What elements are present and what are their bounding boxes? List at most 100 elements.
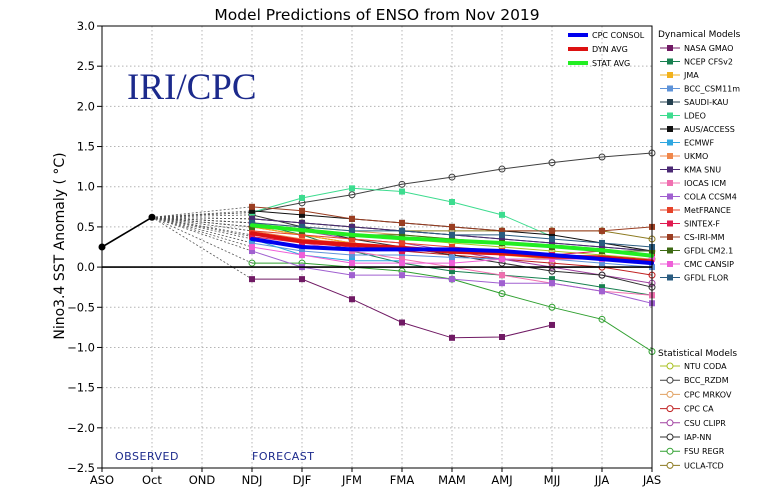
legend-marker-ldeo <box>667 112 673 119</box>
data-point <box>349 215 355 222</box>
data-point <box>299 207 305 214</box>
legend-label-aus-access: AUS/ACCESS <box>684 125 735 134</box>
legend-label-cmc-cansip: CMC CANSIP <box>684 260 734 269</box>
data-point <box>449 223 455 230</box>
data-point <box>349 235 355 242</box>
data-point <box>549 276 555 283</box>
data-point <box>449 334 455 341</box>
data-point <box>299 219 305 226</box>
series-nasa-gmao <box>249 276 555 341</box>
data-point <box>349 244 355 250</box>
legend-marker-ucla-tcd <box>666 461 674 469</box>
statistical-legend-title: Statistical Models <box>658 349 737 359</box>
legend-label-cola-ccsm4: COLA CCSM4 <box>684 193 737 202</box>
x-tick-label: MAM <box>438 473 466 487</box>
legend-marker-bcc-rzdm <box>666 376 674 384</box>
data-point <box>249 203 255 210</box>
data-point <box>549 321 555 328</box>
x-tick-label: JJA <box>594 473 610 487</box>
legend-label-ncep-cfsv2: NCEP CFSv2 <box>684 58 733 67</box>
data-point <box>548 159 556 167</box>
x-tick-label: OND <box>189 473 216 487</box>
data-point <box>299 194 305 201</box>
dynamical-legend-title: Dynamical Models <box>658 30 741 40</box>
legend-label-iocas-icm: IOCAS ICM <box>684 179 726 188</box>
model-lines <box>151 149 656 355</box>
data-point <box>598 271 606 279</box>
data-point <box>248 259 256 267</box>
y-tick-label: −2.5 <box>67 461 95 475</box>
data-point <box>249 244 255 250</box>
legend-label-nasa-gmao: NASA GMAO <box>684 44 733 53</box>
legend-label-iap-nn: IAP-NN <box>684 433 711 442</box>
y-tick-label: −1.5 <box>67 381 95 395</box>
data-point <box>249 219 255 226</box>
y-tick-label: 2.5 <box>77 59 95 73</box>
series-line <box>252 278 553 339</box>
data-point <box>499 227 505 234</box>
averages-legend: CPC CONSOL DYN AVG STAT AVG <box>568 31 645 68</box>
observed-polyline <box>101 216 153 248</box>
legend-label-ukmo: UKMO <box>684 152 708 161</box>
data-point <box>449 260 455 267</box>
x-tick-label: JFM <box>341 473 362 487</box>
data-point <box>249 227 255 234</box>
data-point <box>399 319 405 326</box>
legend-label-cs-iri-mm: CS-IRI-MM <box>684 233 725 242</box>
legend-marker-metfrance <box>667 207 673 213</box>
connector-line <box>151 216 253 244</box>
legend-marker-jma <box>667 72 673 78</box>
legend-label-ucla-tcd: UCLA-TCD <box>684 461 724 470</box>
data-point <box>349 252 355 259</box>
connector-line <box>151 212 253 218</box>
series-line <box>251 152 653 213</box>
legend-label-metfrance: MetFRANCE <box>684 206 731 215</box>
data-point <box>599 227 605 234</box>
data-point <box>399 256 405 263</box>
data-point <box>299 252 305 259</box>
connector-line <box>151 216 253 252</box>
connector-line <box>151 216 253 224</box>
y-tick-label: 2.0 <box>77 99 95 113</box>
connector-line <box>151 214 253 218</box>
legend-marker-ntu-coda <box>666 362 674 370</box>
data-point <box>449 276 455 283</box>
y-axis-label: Nino3.4 SST Anomaly ( °C) <box>52 152 68 339</box>
y-tick-label: 0.0 <box>77 260 95 274</box>
connector-line <box>151 206 253 218</box>
data-point <box>449 244 455 250</box>
data-point <box>249 239 255 246</box>
x-tick-label: JAS <box>642 473 661 487</box>
legend-label-stat-avg: STAT AVG <box>592 59 630 68</box>
avg-line-cpc-consol <box>250 237 654 266</box>
data-point <box>299 248 305 255</box>
data-point <box>349 260 355 267</box>
watermark-label: IRI/CPC <box>127 67 257 108</box>
legend-label-ldeo: LDEO <box>684 112 706 121</box>
data-point <box>449 231 455 238</box>
data-point <box>499 334 505 341</box>
series-bcc-rzdm <box>248 149 656 216</box>
legend-marker-nasa-gmao <box>667 45 673 51</box>
data-point <box>299 211 305 218</box>
data-point <box>249 215 255 222</box>
data-point <box>399 188 405 195</box>
data-point <box>499 256 505 263</box>
x-tick-label: Oct <box>142 473 162 487</box>
data-point <box>249 233 255 240</box>
legend-marker-cmc-cansip <box>667 261 673 267</box>
legend-label-csu-clipr: CSU CLIPR <box>684 419 726 428</box>
data-point <box>448 173 456 181</box>
x-tick-label: AMJ <box>491 473 512 487</box>
y-tick-label: 1.0 <box>77 180 95 194</box>
series-line <box>251 238 402 262</box>
legend-marker-csu-clipr <box>666 419 674 427</box>
data-point <box>349 223 355 230</box>
legend-marker-bcc-csm11m <box>667 85 673 92</box>
x-tick-label: ASO <box>90 473 114 487</box>
legend-label-kma-snu: KMA SNU <box>684 166 721 175</box>
series-cola-ccsm4 <box>249 248 655 307</box>
y-tick-label: −2.0 <box>67 421 95 435</box>
legend-marker-aus-access <box>667 126 673 132</box>
